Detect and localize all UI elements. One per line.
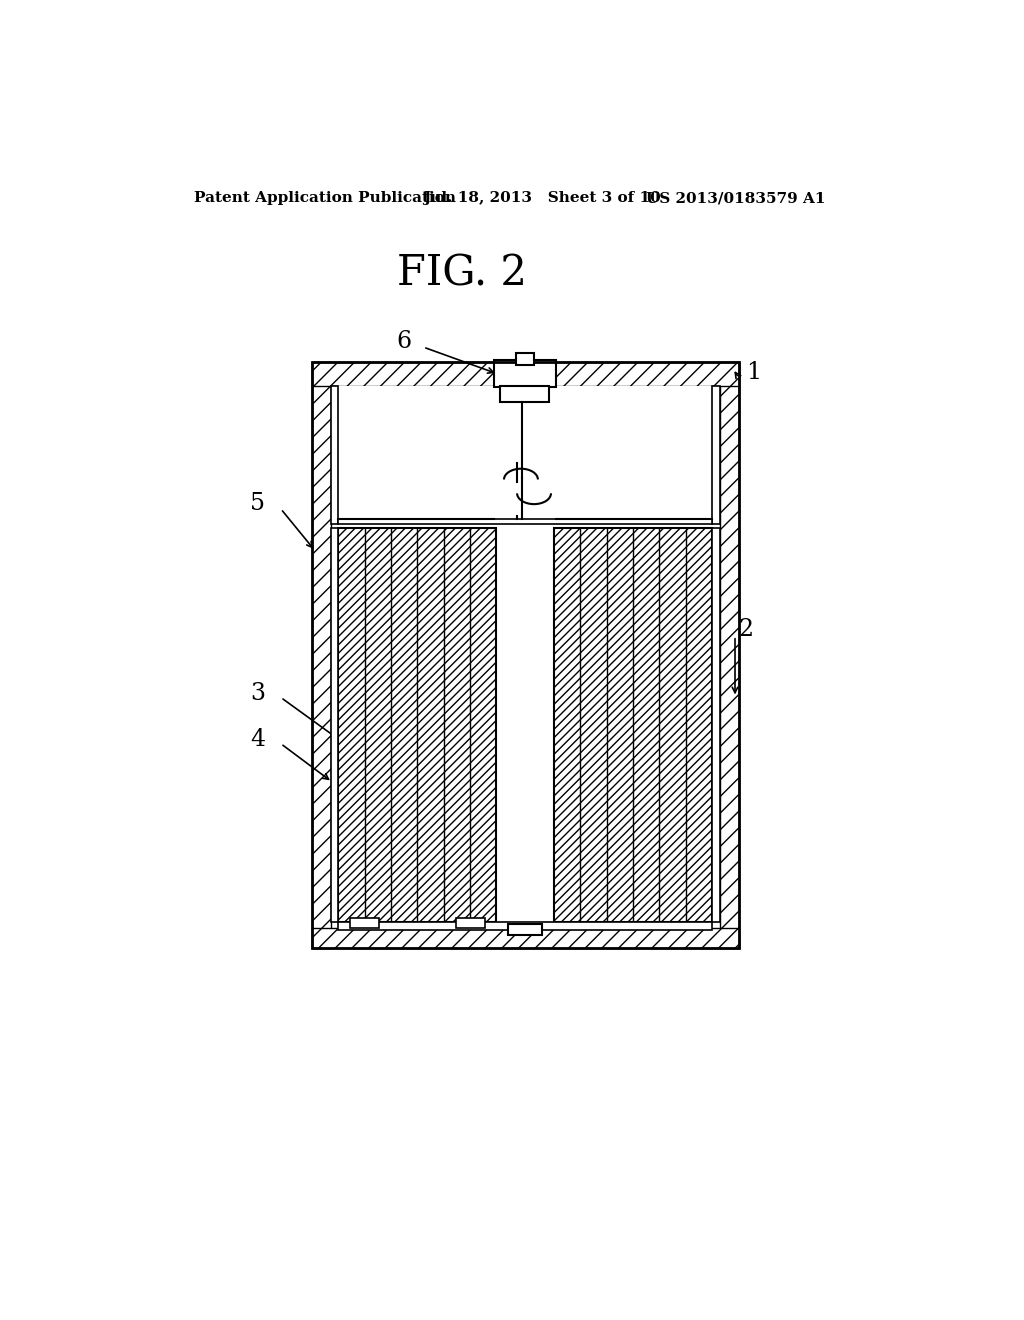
Bar (350, 917, 379, 928)
Bar (339, 923, 712, 929)
Bar (508, 924, 542, 935)
Text: 1: 1 (746, 360, 762, 384)
Bar (311, 363, 739, 948)
Bar (311, 928, 739, 948)
Bar (500, 385, 550, 403)
Bar (515, 354, 535, 364)
Text: 3: 3 (250, 682, 265, 705)
Bar (331, 528, 339, 923)
Bar (497, 528, 554, 923)
Bar (311, 363, 331, 948)
Bar (311, 363, 739, 385)
Bar (331, 385, 720, 524)
Bar (456, 917, 484, 928)
Text: 5: 5 (250, 492, 265, 515)
Bar (494, 360, 556, 387)
Text: 2: 2 (739, 618, 754, 642)
Bar (331, 385, 720, 928)
Bar (720, 363, 739, 948)
Text: 6: 6 (396, 330, 412, 354)
Bar (712, 528, 720, 923)
Bar (339, 528, 497, 923)
Text: FIG. 2: FIG. 2 (396, 253, 526, 294)
Text: 4: 4 (250, 729, 265, 751)
Bar (339, 528, 497, 923)
Bar (331, 385, 339, 524)
Bar (554, 528, 712, 923)
Text: Jul. 18, 2013   Sheet 3 of 10: Jul. 18, 2013 Sheet 3 of 10 (423, 191, 660, 206)
Bar (554, 528, 712, 923)
Bar (712, 385, 720, 524)
Bar (339, 519, 712, 524)
Text: Patent Application Publication: Patent Application Publication (194, 191, 456, 206)
Text: US 2013/0183579 A1: US 2013/0183579 A1 (646, 191, 826, 206)
